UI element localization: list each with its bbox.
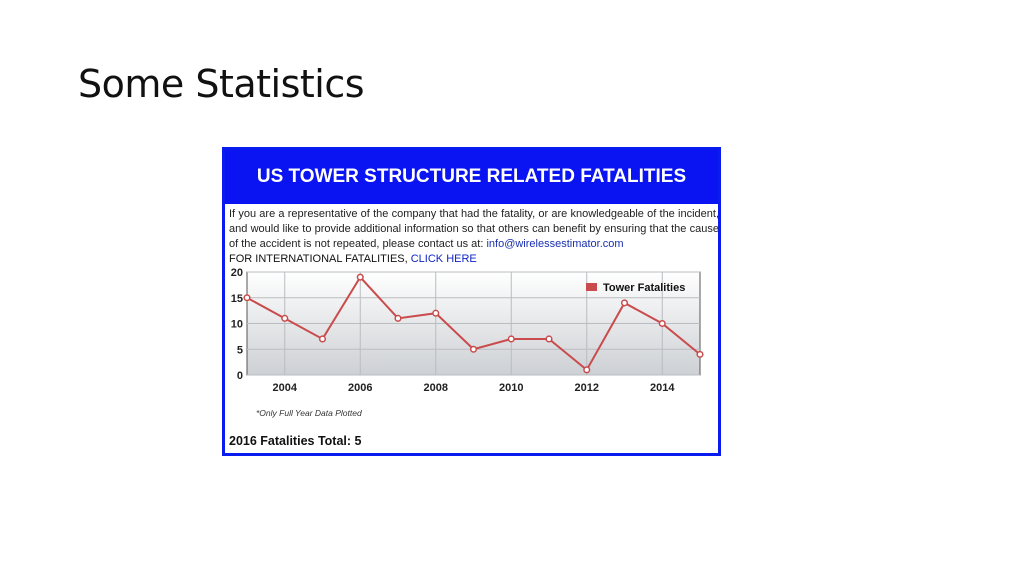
- y-tick-label: 15: [231, 293, 243, 305]
- international-text: FOR INTERNATIONAL FATALITIES,: [229, 253, 408, 265]
- click-here-link[interactable]: CLICK HERE: [410, 253, 477, 265]
- data-point: [281, 314, 289, 322]
- panel-header: US TOWER STRUCTURE RELATED FATALITIES: [225, 150, 718, 204]
- data-point: [545, 335, 553, 343]
- x-tick-label: 2006: [348, 382, 372, 394]
- data-point: [394, 314, 402, 322]
- data-point: [469, 345, 478, 353]
- legend-swatch: [586, 283, 597, 291]
- y-tick-label: 0: [237, 370, 243, 382]
- y-tick-label: 10: [231, 319, 243, 331]
- x-tick-label: 2010: [499, 382, 523, 394]
- contact-email-link[interactable]: info@wirelessestimator.com: [486, 238, 624, 250]
- data-point: [507, 335, 515, 343]
- data-points: [243, 273, 704, 374]
- intro-text: If you are a representative of the compa…: [229, 208, 719, 250]
- x-tick-label: 2012: [575, 382, 599, 394]
- y-tick-label: 5: [237, 344, 243, 356]
- data-point: [696, 350, 704, 358]
- legend-label: Tower Fatalities: [603, 282, 685, 294]
- data-point: [243, 294, 251, 302]
- grid-lines: [247, 271, 700, 376]
- data-point: [356, 273, 364, 281]
- data-point: [658, 319, 666, 328]
- x-tick-label: 2008: [424, 382, 448, 394]
- legend: Tower Fatalities: [586, 282, 685, 294]
- y-axis-ticks: 0 5 10 15 20: [231, 267, 243, 382]
- international-line: FOR INTERNATIONAL FATALITIES, CLICK HERE: [229, 252, 719, 267]
- data-point: [620, 299, 629, 307]
- x-tick-label: 2004: [273, 382, 298, 394]
- x-tick-label: 2014: [650, 382, 675, 394]
- footnote: *Only Full Year Data Plotted: [256, 408, 362, 418]
- slide-title: Some Statistics: [78, 62, 365, 106]
- intro-paragraph: If you are a representative of the compa…: [229, 207, 719, 267]
- fatalities-panel: US TOWER STRUCTURE RELATED FATALITIES If…: [222, 147, 721, 456]
- fatalities-line-chart: 0 5 10 15 20 2004 2006 2008 2010 2012 2014 Tower …: [231, 267, 704, 394]
- data-point: [432, 309, 440, 317]
- fatalities-total: 2016 Fatalities Total: 5: [229, 434, 362, 448]
- y-tick-label: 20: [231, 267, 243, 279]
- data-point: [318, 335, 327, 343]
- x-axis-ticks: 2004 2006 2008 2010 2012 2014: [273, 382, 676, 394]
- data-point: [583, 366, 591, 374]
